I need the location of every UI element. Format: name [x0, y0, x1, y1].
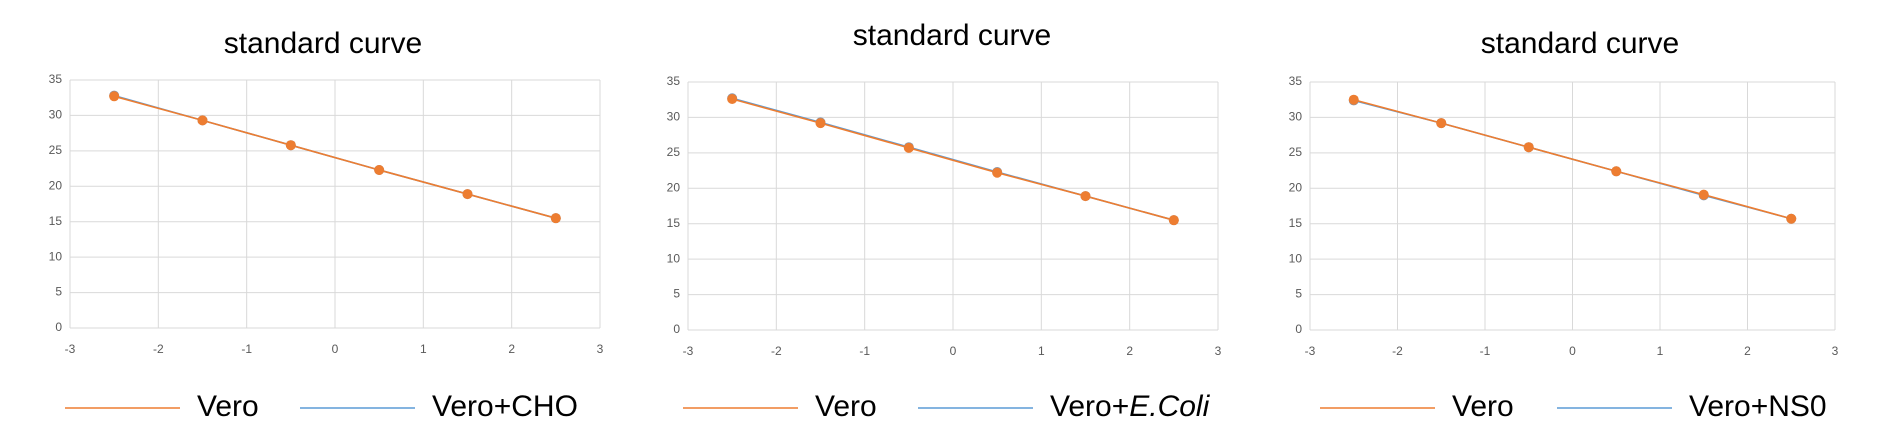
y-tick-label: 15 [49, 214, 63, 228]
data-point-vero [1348, 94, 1359, 105]
y-tick-label: 5 [55, 285, 62, 299]
data-point-vero [1080, 191, 1091, 202]
y-tick-label: 0 [1295, 322, 1302, 336]
y-tick-label: 35 [667, 74, 681, 88]
x-tick-label: 3 [597, 342, 604, 356]
x-tick-label: 0 [950, 344, 957, 358]
x-tick-label: -3 [683, 344, 694, 358]
y-tick-label: 35 [1289, 74, 1303, 88]
x-tick-label: -2 [771, 344, 782, 358]
x-tick-label: 2 [1744, 344, 1751, 358]
data-point-vero [109, 91, 120, 102]
legend-label-comparison: Vero+NS0 [1689, 390, 1827, 423]
y-tick-label: 10 [1289, 251, 1303, 265]
y-tick-label: 25 [1289, 145, 1303, 159]
chart-title: standard curve [224, 27, 422, 60]
y-tick-label: 30 [1289, 110, 1303, 124]
y-tick-label: 0 [673, 322, 680, 336]
x-tick-label: 2 [1126, 344, 1133, 358]
y-tick-label: 5 [673, 287, 680, 301]
y-tick-label: 25 [667, 145, 681, 159]
x-tick-label: -3 [65, 342, 76, 356]
y-tick-label: 5 [1295, 287, 1302, 301]
y-tick-label: 25 [49, 143, 63, 157]
data-point-vero [374, 164, 385, 175]
data-point-vero [992, 167, 1003, 178]
legend-label-vero: Vero [1452, 390, 1514, 423]
x-tick-label: 0 [1569, 344, 1576, 358]
y-tick-label: 15 [667, 216, 681, 230]
data-point-vero [1698, 189, 1709, 200]
chart-panel-3: standard curve 0 5 10 15 20 25 30 35 -3 -2 -1 0 1 2 3 Ve… [1289, 27, 1839, 423]
data-point-vero [197, 115, 208, 126]
x-tick-label: -3 [1305, 344, 1316, 358]
x-tick-label: -1 [241, 342, 252, 356]
y-tick-label: 20 [1289, 180, 1303, 194]
x-tick-label: -2 [153, 342, 164, 356]
data-point-vero [1436, 118, 1447, 129]
x-tick-label: 3 [1215, 344, 1222, 358]
legend-label-vero: Vero [815, 390, 877, 423]
x-tick-label: 1 [1038, 344, 1045, 358]
y-tick-label: 10 [49, 249, 63, 263]
y-tick-label: 35 [49, 72, 63, 86]
data-point-vero [727, 94, 738, 105]
x-tick-label: 1 [420, 342, 427, 356]
data-point-vero [550, 213, 561, 224]
data-point-vero [285, 140, 296, 151]
y-tick-label: 30 [49, 108, 63, 122]
legend-label-vero: Vero [197, 390, 259, 423]
data-point-vero [1611, 166, 1622, 177]
data-point-vero [815, 118, 826, 129]
data-point-vero [1523, 142, 1534, 153]
y-tick-label: 15 [1289, 216, 1303, 230]
data-point-vero [1168, 215, 1179, 226]
x-tick-label: -2 [1392, 344, 1403, 358]
series-line-vero [1353, 98, 1792, 220]
x-tick-label: -1 [1480, 344, 1491, 358]
chart-title: standard curve [853, 19, 1051, 52]
y-tick-label: 20 [49, 178, 63, 192]
series-line-vero [113, 95, 557, 219]
chart-panel-1: standard curve 0 5 10 15 20 25 30 35 -3 -2 -1 0 1 2 3 Ve… [49, 27, 604, 423]
x-tick-label: 1 [1657, 344, 1664, 358]
data-point-vero [462, 189, 473, 200]
x-tick-label: 0 [332, 342, 339, 356]
x-tick-label: 2 [508, 342, 515, 356]
y-tick-label: 0 [55, 320, 62, 334]
legend-label-comparison: Vero+E.Coli [1050, 390, 1211, 423]
chart-title: standard curve [1481, 27, 1679, 60]
y-tick-label: 10 [667, 251, 681, 265]
x-tick-label: 3 [1832, 344, 1839, 358]
series-line-vero [731, 98, 1175, 221]
x-tick-label: -1 [859, 344, 870, 358]
y-tick-label: 30 [667, 110, 681, 124]
legend-label-comparison: Vero+CHO [432, 390, 578, 423]
data-point-vero [1786, 213, 1797, 224]
y-tick-label: 20 [667, 180, 681, 194]
chart-panel-2: standard curve 0 5 10 15 20 25 30 35 -3 -2 -1 0 1 2 3 Ve… [667, 19, 1222, 423]
data-point-vero [903, 142, 914, 153]
